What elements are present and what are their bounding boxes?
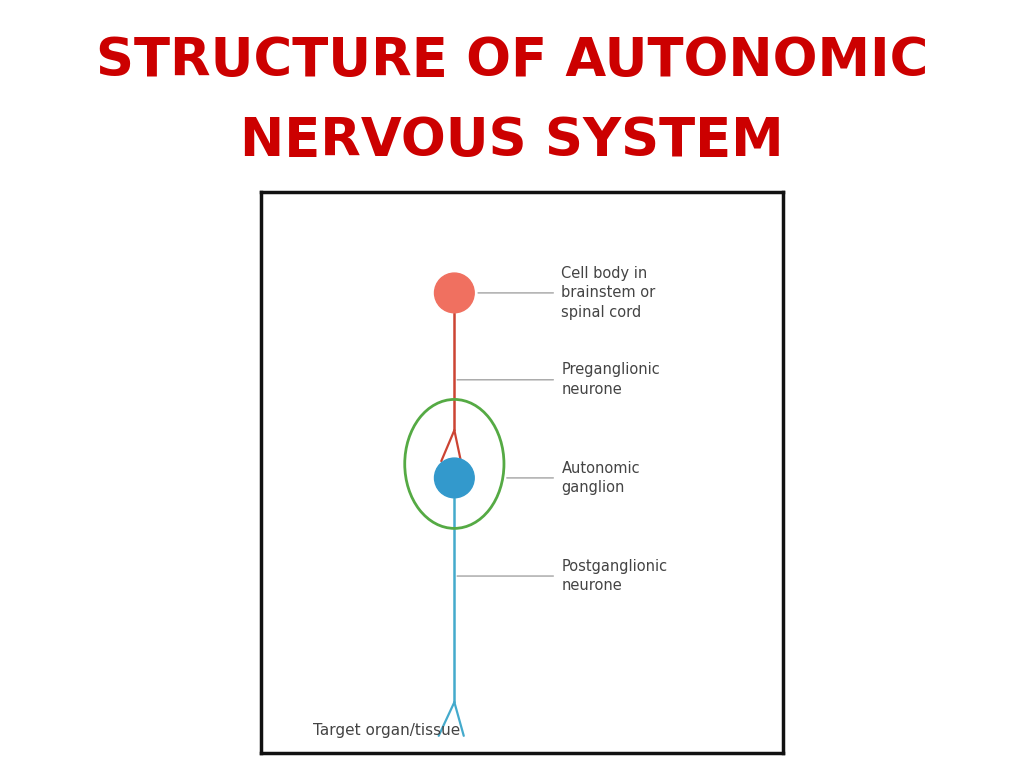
Text: Cell body in
brainstem or
spinal cord: Cell body in brainstem or spinal cord xyxy=(561,266,655,320)
Ellipse shape xyxy=(434,458,474,498)
Text: NERVOUS SYSTEM: NERVOUS SYSTEM xyxy=(241,115,783,167)
Text: Target organ/tissue: Target organ/tissue xyxy=(313,723,461,738)
Ellipse shape xyxy=(434,273,474,313)
Text: Postganglionic
neurone: Postganglionic neurone xyxy=(561,558,668,594)
Text: Preganglionic
neurone: Preganglionic neurone xyxy=(561,362,660,397)
Text: STRUCTURE OF AUTONOMIC: STRUCTURE OF AUTONOMIC xyxy=(96,35,928,87)
Text: Autonomic
ganglion: Autonomic ganglion xyxy=(561,461,640,495)
